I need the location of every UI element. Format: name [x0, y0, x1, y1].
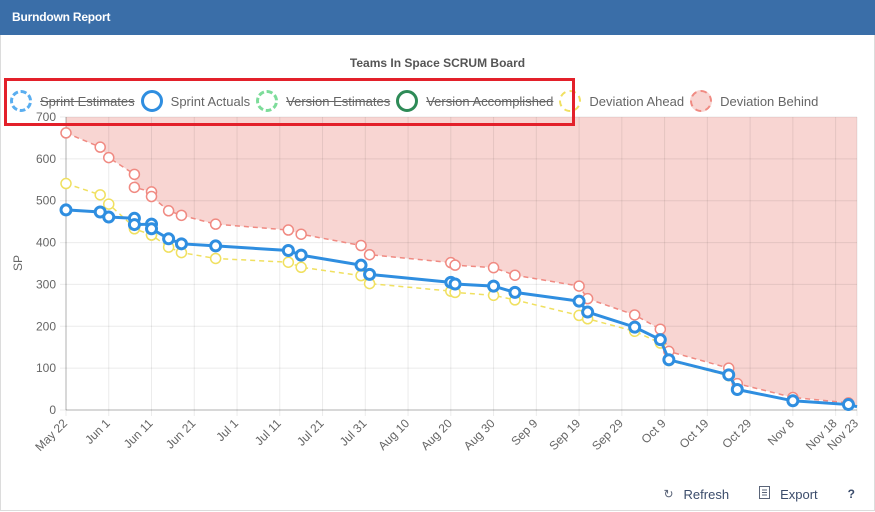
- legend-label: Version Estimates: [286, 93, 391, 109]
- legend-label: Deviation Ahead: [589, 93, 685, 109]
- svg-text:400: 400: [36, 236, 56, 250]
- svg-text:500: 500: [36, 194, 56, 208]
- legend-label: Version Accomplished: [426, 93, 554, 109]
- refresh-button[interactable]: ↻ Refresh: [663, 487, 729, 502]
- dashed-circle-icon: [10, 90, 32, 112]
- svg-text:Oct 29: Oct 29: [719, 416, 754, 451]
- legend-sprint-actuals[interactable]: Sprint Actuals: [140, 90, 251, 112]
- svg-text:Jul 11: Jul 11: [252, 416, 284, 448]
- refresh-icon: ↻: [663, 487, 674, 501]
- svg-text:Oct 19: Oct 19: [677, 416, 712, 451]
- chart-title: Teams In Space SCRUM Board: [349, 56, 526, 70]
- svg-text:Sep 19: Sep 19: [546, 416, 583, 453]
- legend-label: Deviation Behind: [720, 93, 819, 109]
- svg-text:Aug 10: Aug 10: [375, 416, 412, 453]
- svg-text:Jun 11: Jun 11: [121, 416, 156, 451]
- svg-text:0: 0: [49, 403, 56, 417]
- svg-text:Oct 9: Oct 9: [639, 416, 669, 446]
- svg-text:Sep 29: Sep 29: [589, 416, 626, 453]
- legend-label: Sprint Estimates: [40, 93, 135, 109]
- svg-text:200: 200: [36, 319, 56, 333]
- svg-text:Nov 8: Nov 8: [765, 416, 797, 448]
- svg-text:Jul 31: Jul 31: [337, 416, 370, 449]
- legend-sprint-estimates[interactable]: Sprint Estimates: [10, 90, 135, 112]
- circle-icon: [396, 90, 419, 112]
- svg-text:Jun 21: Jun 21: [163, 416, 199, 452]
- chart-legend: Sprint Estimates Sprint Actuals Version …: [10, 90, 824, 112]
- legend-version-accomplished[interactable]: Version Accomplished: [396, 90, 553, 112]
- svg-text:600: 600: [36, 152, 56, 166]
- legend-label: Sprint Actuals: [170, 93, 251, 109]
- circle-icon: [140, 90, 163, 112]
- svg-text:Aug 20: Aug 20: [418, 416, 455, 453]
- svg-text:Sep 9: Sep 9: [508, 416, 540, 448]
- svg-text:Jul 21: Jul 21: [294, 416, 327, 449]
- dashed-circle-icon: [256, 90, 279, 112]
- legend-version-estimates[interactable]: Version Estimates: [256, 90, 390, 112]
- legend-deviation-behind[interactable]: Deviation Behind: [690, 90, 818, 112]
- svg-text:May 22: May 22: [32, 416, 70, 454]
- dashed-filled-circle-icon: [690, 90, 713, 112]
- document-icon: [759, 486, 771, 502]
- svg-text:100: 100: [36, 361, 56, 375]
- panel-header: Burndown Report: [0, 0, 875, 35]
- svg-text:300: 300: [36, 277, 56, 291]
- svg-text:700: 700: [36, 110, 56, 124]
- panel-title: Burndown Report: [12, 10, 111, 24]
- dashed-circle-icon: [559, 90, 582, 112]
- refresh-label: Refresh: [683, 486, 730, 502]
- panel-footer: ↻ Refresh Export ?: [663, 485, 875, 503]
- svg-text:Jul 1: Jul 1: [213, 416, 241, 444]
- help-button[interactable]: ?: [847, 487, 855, 501]
- export-label: Export: [780, 486, 818, 502]
- export-button[interactable]: Export: [759, 486, 818, 502]
- svg-text:Jun 1: Jun 1: [82, 416, 113, 447]
- legend-deviation-ahead[interactable]: Deviation Ahead: [559, 90, 684, 112]
- svg-text:Aug 30: Aug 30: [461, 416, 498, 453]
- svg-text:SP: SP: [11, 255, 25, 271]
